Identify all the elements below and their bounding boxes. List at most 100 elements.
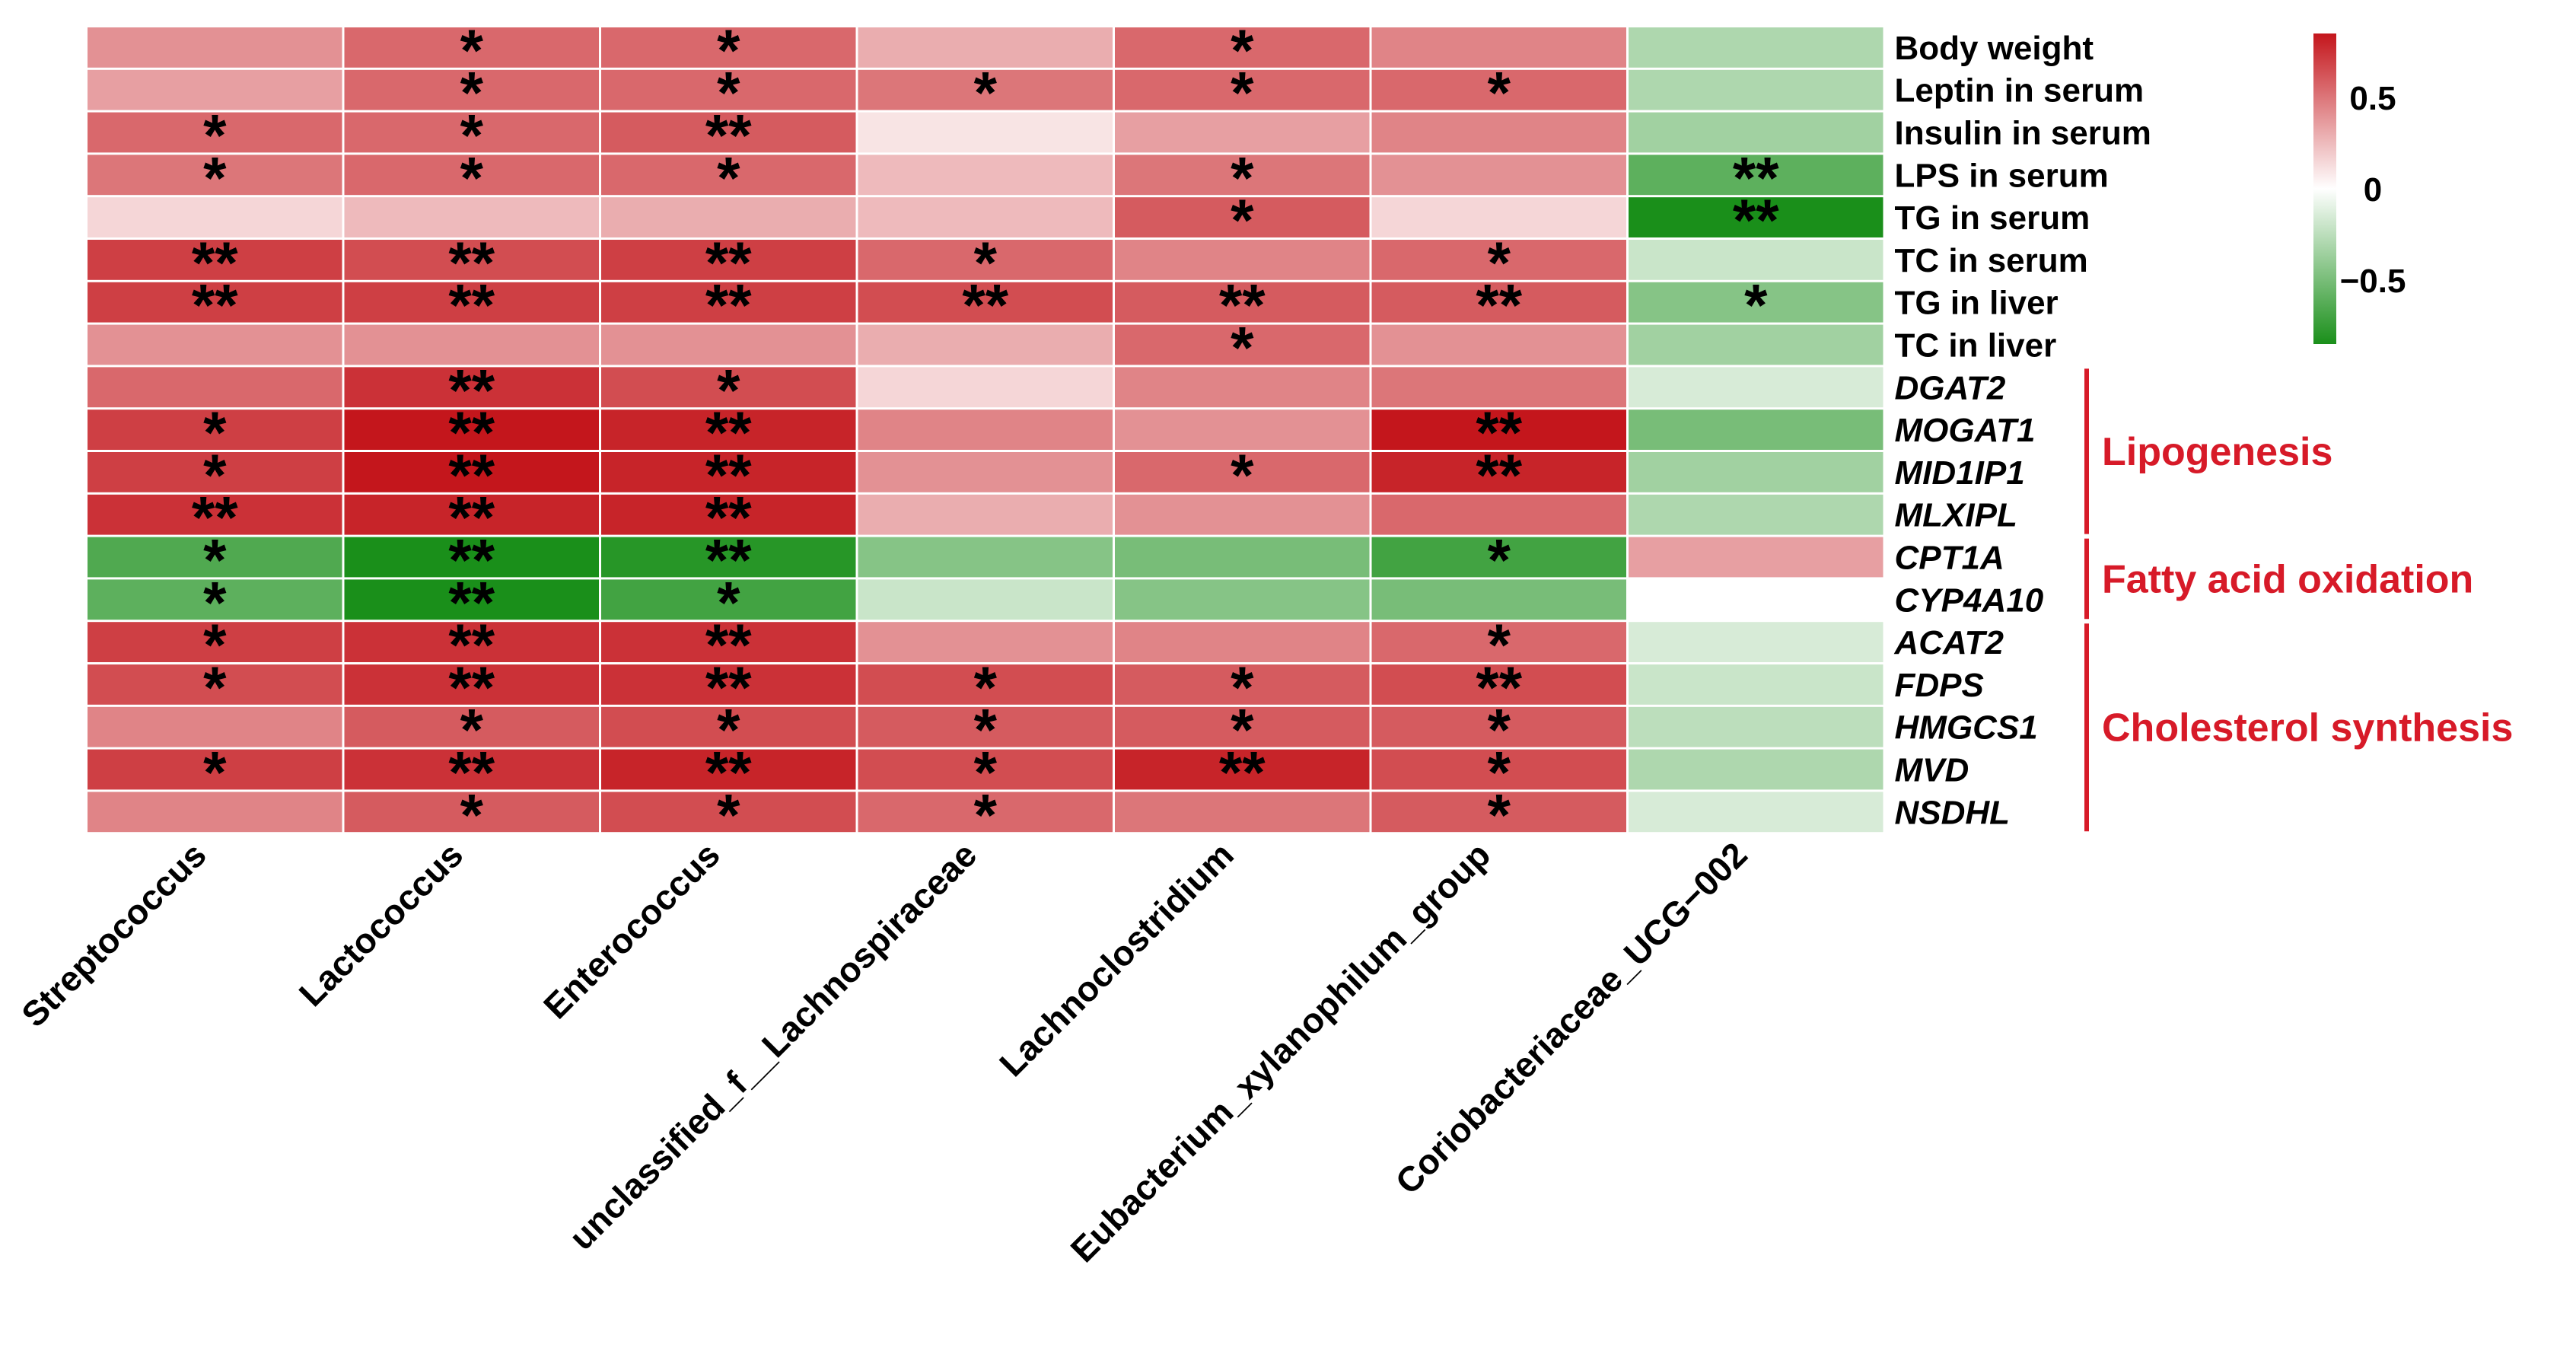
heatmap-cell-cpt1a-1 [88, 537, 342, 578]
significance-mark: * [203, 611, 227, 678]
heatmap-cell-hmgcs1-1 [88, 706, 342, 747]
heatmap-cell-fdps-2 [344, 664, 599, 705]
heatmap-cell-mid1ip1-4 [858, 452, 1113, 492]
heatmap-cells [88, 27, 1883, 833]
significance-mark: * [717, 144, 740, 211]
column-label-lachnoclostridium: Lachnoclostridium [992, 835, 1241, 1085]
heatmap-cell-cyp4a10-6 [1371, 579, 1626, 620]
column-label-eubacterium-xylanophilum-group: Eubacterium_xylanophilum_group [1063, 835, 1498, 1270]
significance-mark: * [1231, 17, 1254, 84]
heatmap-cell-body-weight-5 [1115, 27, 1370, 68]
significance-mark: * [460, 696, 484, 763]
significance-mark: ** [1219, 272, 1266, 339]
column-label-lactococcus: Lactococcus [291, 835, 471, 1015]
row-label-acat2: ACAT2 [1894, 624, 2004, 661]
heatmap-cell-fdps-4 [858, 664, 1113, 705]
row-label-tc-in-serum: TC in serum [1895, 242, 2088, 279]
significance-mark: * [203, 527, 227, 594]
significance-mark: ** [448, 399, 495, 466]
heatmap-cell-insulin-in-serum-3 [601, 112, 856, 153]
significance-mark: * [974, 739, 998, 806]
row-group-annotations: Lipogenesis Fatty acid oxidation Cholester… [2084, 368, 2513, 832]
row-label-hmgcs1: HMGCS1 [1895, 709, 2038, 747]
heatmap-cell-body-weight-1 [88, 27, 342, 68]
heatmap-cell-acat2-7 [1629, 622, 1883, 662]
heatmap-cell-tg-in-serum-5 [1115, 197, 1370, 237]
heatmap-cell-mogat1-2 [344, 409, 599, 450]
significance-mark: ** [1733, 144, 1779, 211]
heatmap-cell-mvd-5 [1115, 749, 1370, 790]
significance-mark: * [460, 17, 484, 84]
significance-mark: ** [1733, 186, 1779, 253]
heatmap-cell-hmgcs1-3 [601, 706, 856, 747]
significance-mark: ** [962, 272, 1008, 339]
heatmap-cell-tc-in-liver-3 [601, 324, 856, 365]
heatmap-cell-cyp4a10-4 [858, 579, 1113, 620]
significance-mark: * [203, 654, 227, 721]
heatmap-cell-cpt1a-6 [1371, 537, 1626, 578]
significance-mark: * [203, 102, 227, 169]
heatmap-cell-mlxipl-1 [88, 494, 342, 535]
heatmap-cell-leptin-in-serum-7 [1629, 69, 1883, 110]
significance-mark: * [1488, 781, 1511, 848]
heatmap-cell-mogat1-7 [1629, 409, 1883, 450]
color-scale-legend: 0.5 0 −0.5 [2313, 33, 2406, 344]
row-label-cpt1a: CPT1A [1895, 540, 2004, 577]
row-label-insulin-in-serum: Insulin in serum [1895, 115, 2151, 152]
heatmap-cell-acat2-1 [88, 622, 342, 662]
heatmap-cell-body-weight-6 [1371, 27, 1626, 68]
significance-mark: * [717, 59, 740, 126]
heatmap-cell-lps-in-serum-2 [344, 155, 599, 196]
significance-mark: ** [448, 229, 495, 296]
heatmap-cell-tg-in-liver-6 [1371, 282, 1626, 323]
heatmap-cell-mvd-2 [344, 749, 599, 790]
heatmap-cell-tg-in-liver-7 [1629, 282, 1883, 323]
significance-mark: * [974, 654, 998, 721]
heatmap-cell-fdps-5 [1115, 664, 1370, 705]
heatmap-cell-fdps-7 [1629, 664, 1883, 705]
significance-mark: * [460, 144, 484, 211]
heatmap-cell-insulin-in-serum-1 [88, 112, 342, 153]
heatmap-cell-leptin-in-serum-6 [1371, 69, 1626, 110]
heatmap-cell-insulin-in-serum-2 [344, 112, 599, 153]
significance-mark: * [1231, 441, 1254, 508]
heatmap-cell-mid1ip1-1 [88, 452, 342, 492]
heatmap-cell-acat2-5 [1115, 622, 1370, 662]
heatmap-cell-tc-in-liver-5 [1115, 324, 1370, 365]
heatmap-cell-tg-in-liver-2 [344, 282, 599, 323]
column-label-unclassified-f-lachnospiraceae: unclassified_f__Lachnospiraceae [562, 835, 985, 1258]
heatmap-cell-tc-in-liver-4 [858, 324, 1113, 365]
heatmap-cell-leptin-in-serum-2 [344, 69, 599, 110]
significance-mark: * [1231, 696, 1254, 763]
heatmap-cell-nsdhl-4 [858, 792, 1113, 833]
significance-mark: ** [705, 527, 752, 594]
heatmap-cell-mvd-6 [1371, 749, 1626, 790]
significance-mark: ** [448, 527, 495, 594]
heatmap-cell-cyp4a10-5 [1115, 579, 1370, 620]
heatmap-cell-cyp4a10-2 [344, 579, 599, 620]
heatmap-cell-tg-in-serum-7 [1629, 197, 1883, 237]
significance-mark: ** [1476, 272, 1522, 339]
heatmap-cell-acat2-3 [601, 622, 856, 662]
row-label-tc-in-liver: TC in liver [1895, 327, 2057, 365]
significance-mark: * [974, 781, 998, 848]
significance-mark: * [1744, 272, 1768, 339]
row-label-nsdhl: NSDHL [1895, 794, 2011, 831]
heatmap-cell-mogat1-1 [88, 409, 342, 450]
heatmap-cell-hmgcs1-2 [344, 706, 599, 747]
heatmap-cell-body-weight-3 [601, 27, 856, 68]
heatmap-cell-body-weight-2 [344, 27, 599, 68]
significance-mark: * [717, 696, 740, 763]
column-label-enterococcus: Enterococcus [536, 835, 728, 1027]
heatmap-cell-mid1ip1-5 [1115, 452, 1370, 492]
significance-mark: ** [1219, 739, 1266, 806]
color-scale-tick-label: 0.5 [2349, 80, 2396, 117]
heatmap-cell-cpt1a-2 [344, 537, 599, 578]
row-label-tg-in-liver: TG in liver [1895, 285, 2059, 322]
significance-mark: ** [705, 441, 752, 508]
column-labels: Streptococcus Lactococcus Enterococcusuncl… [14, 835, 1755, 1270]
row-label-body-weight: Body weight [1895, 30, 2094, 67]
significance-mark: ** [1476, 399, 1522, 466]
significance-mark: * [203, 739, 227, 806]
heatmap-cell-lps-in-serum-3 [601, 155, 856, 196]
